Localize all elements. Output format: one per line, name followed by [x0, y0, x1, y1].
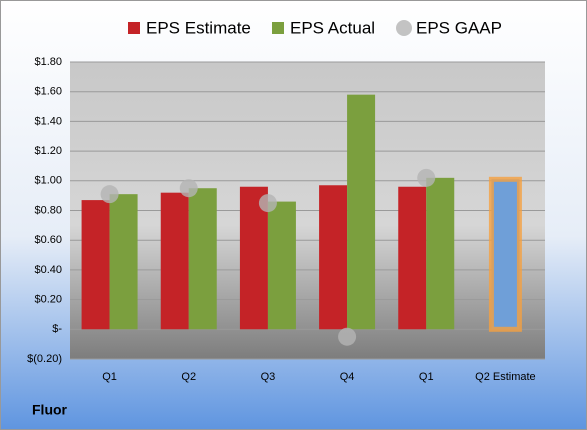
gaap-marker	[417, 168, 436, 187]
x-tick-label: Q1	[102, 371, 117, 383]
y-tick-label: $0.60	[34, 234, 62, 246]
bar	[267, 201, 296, 330]
y-tick-label: $0.20	[34, 294, 62, 306]
gaap-marker	[338, 327, 357, 346]
x-tick-label: Q2	[181, 371, 196, 383]
legend-marker	[396, 20, 412, 36]
bar	[81, 200, 110, 330]
bar	[426, 177, 455, 330]
gaap-marker	[100, 185, 119, 204]
x-tick-label: Q4	[340, 371, 355, 383]
gaap-marker	[258, 194, 277, 213]
y-tick-label: $0.40	[34, 264, 62, 276]
bar	[160, 192, 189, 330]
x-tick-label: Q1	[419, 371, 434, 383]
legend-label: EPS Actual	[290, 18, 375, 37]
bar	[109, 194, 138, 330]
y-tick-label: $1.80	[34, 56, 62, 68]
legend-marker	[272, 22, 284, 34]
bar	[188, 188, 217, 330]
x-tick-label: Q3	[261, 371, 276, 383]
bar	[398, 186, 427, 330]
legend-label: EPS GAAP	[416, 18, 502, 37]
y-tick-label: $(0.20)	[27, 353, 62, 365]
y-tick-label: $1.40	[34, 115, 62, 127]
chart-title: Fluor	[32, 402, 68, 418]
legend-label: EPS Estimate	[146, 18, 251, 37]
y-tick-label: $1.20	[34, 145, 62, 157]
bar	[347, 94, 376, 330]
x-tick-label: Q2 Estimate	[475, 371, 536, 383]
y-tick-label: $1.00	[34, 175, 62, 187]
bar	[319, 185, 348, 330]
y-tick-label: $-	[52, 323, 62, 335]
bar	[488, 176, 522, 332]
y-tick-label: $0.80	[34, 204, 62, 216]
legend-marker	[128, 22, 140, 34]
gaap-marker	[179, 179, 198, 198]
y-tick-label: $1.60	[34, 86, 62, 98]
